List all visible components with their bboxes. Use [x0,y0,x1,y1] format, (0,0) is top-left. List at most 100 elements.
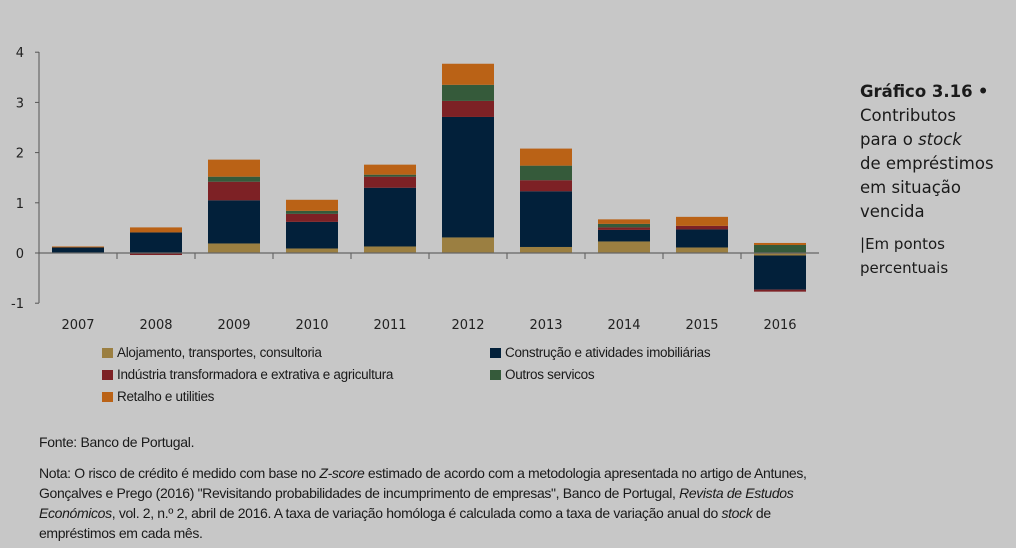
figure-unit: |Em pontos percentuais [860,232,1016,280]
title-line: em situação [860,178,961,197]
legend-item: Construção e atividades imobiliárias [490,345,711,360]
note-italic: Z-score [319,465,365,481]
bar-segment-2009-series-1 [208,200,260,244]
figure-label: Gráfico 3.16 [860,82,973,101]
title-line: vencida [860,202,925,221]
legend-item: Indústria transformadora e extrativa e a… [102,367,393,382]
y-tick-label: 0 [16,247,24,262]
bar-segment-2014-series-0 [598,241,650,253]
legend-label: Outros servicos [505,367,595,382]
bar-segment-2009-series-4 [208,159,260,177]
title-bullet: • [977,82,989,101]
note-italic: Revista de Estudos Económicos [39,485,794,521]
bar-segment-2007-series-4 [52,246,104,248]
note-text: Nota: O risco de crédito é medido com ba… [39,463,839,543]
legend-label: Retalho e utilities [117,389,215,404]
bar-segment-2012-series-1 [442,116,494,238]
x-tick-label: 2014 [607,318,640,333]
bar-segment-2016-series-4 [754,242,806,245]
bar-segment-2011-series-2 [364,176,416,188]
unit-separator: | [860,235,866,253]
title-line: para o [860,130,919,149]
bar-segment-2008-series-4 [130,227,182,233]
figure-title: Gráfico 3.16 • Contributos para o stock … [860,80,1016,224]
legend-label: Alojamento, transportes, consultoria [117,345,322,360]
legend-swatch [490,369,501,380]
y-tick-label: -1 [11,297,24,312]
bar-segment-2010-series-4 [286,199,338,211]
bar-segment-2015-series-4 [676,216,728,226]
legend-swatch [102,391,113,402]
bar-segment-2013-series-0 [520,246,572,253]
bar-segment-2010-series-0 [286,248,338,253]
title-line: de empréstimos [860,154,994,173]
y-tick-label: 3 [16,96,24,111]
bar-segment-2014-series-1 [598,229,650,242]
bar-segment-2009-series-2 [208,181,260,201]
x-tick-label: 2011 [373,318,406,333]
x-tick-label: 2007 [61,318,94,333]
unit-line: Em pontos [865,235,945,253]
note-italic: stock [721,505,753,521]
x-tick-label: 2013 [529,318,562,333]
legend-item: Retalho e utilities [102,389,214,404]
bar-segment-2014-series-3 [598,223,650,228]
bar-segment-2012-series-3 [442,84,494,101]
bar-segment-2013-series-2 [520,180,572,192]
bars-group [52,63,806,292]
legend-swatch [102,347,113,358]
x-tick-label: 2012 [451,318,484,333]
legend-label: Indústria transformadora e extrativa e a… [117,367,394,382]
x-tick-label: 2010 [295,318,328,333]
bar-segment-2016-series-3 [754,244,806,253]
legend-swatch [102,369,113,380]
legend-label: Construção e atividades imobiliárias [505,345,711,360]
bar-segment-2015-series-0 [676,247,728,253]
bar-segment-2007-series-1 [52,247,104,253]
bar-segment-2011-series-4 [364,164,416,175]
bar-segment-2014-series-2 [598,227,650,230]
title-italic: stock [918,130,962,149]
y-tick-label: 2 [16,147,24,162]
bar-segment-2012-series-2 [442,100,494,117]
bar-segment-2010-series-2 [286,213,338,222]
axes-group: 2007 2008 2009 2010 2011 2012 2013 2014 2015 2016… [11,46,819,333]
x-tick-label: 2008 [139,318,172,333]
note-part: de empréstimos em cada mês. [39,505,771,541]
bar-segment-2014-series-4 [598,219,650,224]
bar-segment-2010-series-3 [286,210,338,214]
legend-item: Alojamento, transportes, consultoria [102,345,322,360]
x-tick-label: 2016 [763,318,796,333]
bar-segment-2015-series-1 [676,229,728,248]
note-part: , vol. 2, n.º 2, abril de 2016. A taxa d… [111,505,722,521]
bar-segment-2011-series-1 [364,187,416,247]
y-tick-label: 1 [16,197,24,212]
x-tick-label: 2009 [217,318,250,333]
legend-item: Outros servicos [490,367,595,382]
bar-segment-2016-series-2 [754,289,806,292]
bar-segment-2008-series-1 [130,232,182,253]
title-line: Contributos [860,106,957,125]
y-tick-label: 4 [16,46,24,61]
bar-segment-2016-series-1 [754,255,806,290]
unit-line: percentuais [860,259,949,277]
note-part: estimado de acordo com a metodologia apr… [39,465,807,501]
bar-segment-2012-series-4 [442,63,494,85]
x-tick-label: 2015 [685,318,718,333]
bar-segment-2016-series-0 [754,253,806,256]
stacked-bar-chart: 2007 2008 2009 2010 2011 2012 2013 2014 2015 2016… [11,46,819,333]
legend-swatch [490,347,501,358]
bar-segment-2013-series-4 [520,148,572,166]
bar-segment-2008-series-2 [130,253,182,256]
bar-segment-2015-series-2 [676,225,728,230]
bar-segment-2009-series-3 [208,176,260,182]
source-text: Fonte: Banco de Portugal. [39,434,195,450]
bar-segment-2013-series-1 [520,191,572,247]
note-part: Nota: O risco de crédito é medido com ba… [39,465,320,481]
bar-segment-2013-series-3 [520,165,572,181]
bar-segment-2011-series-0 [364,246,416,253]
bar-segment-2009-series-0 [208,243,260,253]
bar-segment-2011-series-3 [364,174,416,177]
bar-segment-2012-series-0 [442,237,494,253]
bar-segment-2010-series-1 [286,221,338,249]
